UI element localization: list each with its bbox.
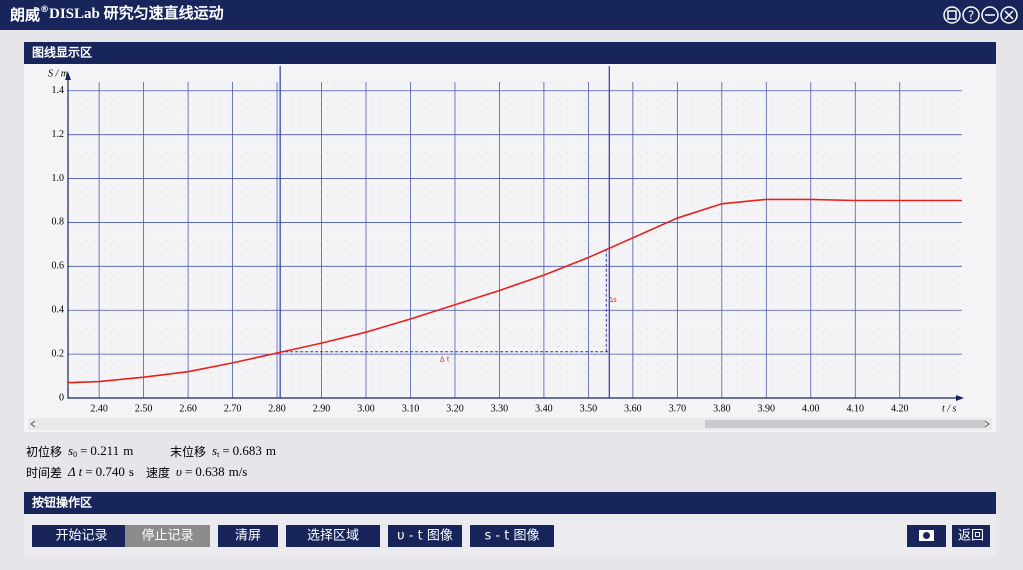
y-axis-label: S / m	[48, 68, 68, 79]
readout: 末位移 st = 0.683 m	[170, 443, 276, 459]
readout-value: 0.638	[195, 464, 224, 479]
reg-mark: ®	[40, 5, 49, 15]
x-tick-label: 2.40	[90, 403, 108, 414]
readout-equals: =	[85, 464, 92, 479]
readout-value: 0.211	[90, 443, 119, 458]
button-label: 选择区域	[307, 529, 359, 544]
x-tick-label: 3.80	[713, 403, 731, 414]
readout-label: 初位移	[26, 444, 62, 459]
x-tick-label: 2.50	[135, 403, 153, 414]
scrollbar-thumb[interactable]	[705, 420, 985, 428]
panel-title: 按钮操作区	[32, 495, 92, 510]
x-tick-label: 3.60	[624, 403, 642, 414]
x-tick-label: 2.80	[268, 403, 286, 414]
x-tick-label: 3.10	[402, 403, 420, 414]
readout-subscript: t	[217, 450, 220, 459]
x-tick-label: 3.30	[491, 403, 509, 414]
y-tick-label: 0.2	[52, 348, 65, 359]
button-label: 开始记录	[55, 529, 107, 544]
x-tick-label: 3.40	[535, 403, 553, 414]
readout-equals: =	[185, 464, 192, 479]
x-tick-label: 3.50	[580, 403, 598, 414]
x-tick-label: 4.20	[891, 403, 909, 414]
y-tick-label: 1.4	[52, 85, 65, 96]
button-label: υ - t 图像	[397, 529, 453, 544]
y-tick-label: 0.4	[52, 305, 65, 316]
close-button[interactable]	[1000, 6, 1018, 24]
menu-icon	[947, 10, 957, 20]
button[interactable]	[32, 525, 131, 547]
button-label: 停止记录	[141, 528, 193, 544]
y-tick-label: 1.0	[52, 173, 65, 184]
readout-symbol: s	[68, 443, 73, 458]
readout: 初位移 s0 = 0.211 m	[26, 443, 133, 459]
x-tick-label: 2.90	[313, 403, 331, 414]
readout-value: 0.740	[96, 464, 125, 479]
delta-s-label: Δs	[608, 296, 617, 304]
x-tick-label: 3.20	[446, 403, 464, 414]
axes	[67, 74, 962, 399]
title-text: DISLab 研究匀速直线运动	[49, 4, 224, 22]
button[interactable]	[286, 525, 380, 547]
y-tick-label: 0	[59, 392, 64, 403]
button[interactable]	[388, 525, 462, 547]
readout-unit: s	[129, 464, 134, 479]
minimize-button[interactable]	[981, 6, 999, 24]
y-tick-label: 1.2	[52, 129, 65, 140]
data-line	[67, 198, 962, 384]
window-controls	[943, 6, 1018, 24]
button-label: 返回	[958, 529, 984, 544]
panel-header	[24, 492, 996, 514]
readout-label: 末位移	[170, 444, 206, 459]
readout-value: 0.683	[233, 443, 262, 458]
button[interactable]	[125, 525, 210, 547]
delta-t-label: Δ t	[440, 356, 450, 364]
readout-symbol: s	[212, 443, 217, 458]
readout-unit: m	[123, 443, 133, 458]
readout-unit: m	[266, 443, 276, 458]
x-tick-label: 3.90	[758, 403, 776, 414]
readout-symbol: Δ t	[67, 464, 83, 479]
button-label: s - t 图像	[485, 529, 540, 544]
readout: 时间差 Δ t = 0.740 s	[26, 464, 134, 480]
title-bar	[0, 0, 1023, 30]
x-tick-label: 3.70	[669, 403, 687, 414]
readout-subscript: 0	[73, 450, 77, 459]
window-title: 朗威®DISLab 研究匀速直线运动	[10, 4, 224, 23]
scroll-arrows[interactable]	[30, 420, 990, 428]
x-tick-label: 3.00	[357, 403, 375, 414]
x-tick-label: 2.70	[224, 403, 242, 414]
readout-unit: m/s	[229, 464, 248, 479]
button[interactable]	[470, 525, 554, 547]
readout-equals: =	[222, 443, 229, 458]
x-axis-label: t / s	[942, 403, 957, 414]
readout-label: 时间差	[26, 466, 62, 480]
readout-equals: =	[80, 443, 87, 458]
readout-label: 速度	[146, 465, 170, 480]
help-button[interactable]	[962, 6, 980, 24]
y-tick-label: 0.6	[52, 261, 65, 272]
panel-title: 图线显示区	[32, 45, 92, 60]
back-button[interactable]	[952, 525, 990, 547]
x-tick-label: 4.10	[847, 403, 865, 414]
close-icon	[1004, 10, 1014, 20]
button[interactable]	[218, 525, 278, 547]
x-tick-label: 2.60	[179, 403, 197, 414]
button-label: 清屏	[235, 529, 261, 544]
camera-lens	[923, 532, 930, 539]
minor-grid	[68, 82, 962, 398]
y-tick-label: 0.8	[52, 217, 65, 228]
brand: 朗威	[10, 6, 40, 24]
panel-header	[24, 42, 996, 64]
menu-button[interactable]	[943, 6, 961, 24]
help-icon: ?	[968, 9, 974, 23]
readout: 速度 υ = 0.638 m/s	[146, 464, 247, 480]
x-tick-label: 4.00	[802, 403, 820, 414]
readout-symbol: υ	[176, 464, 182, 479]
